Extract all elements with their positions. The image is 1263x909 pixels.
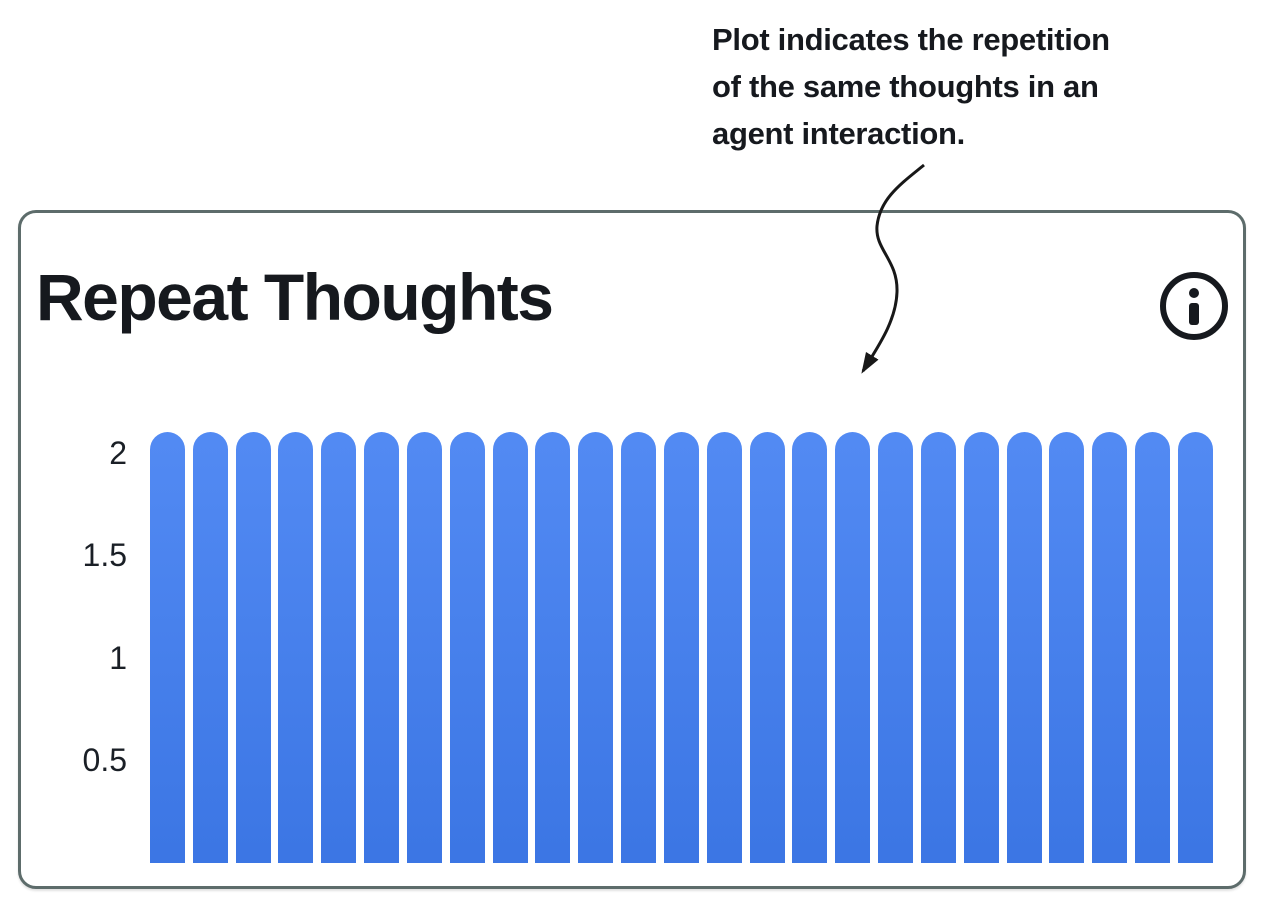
card-title: Repeat Thoughts [36,260,554,334]
bar[interactable] [663,432,699,863]
bar[interactable] [878,432,914,863]
annotation-line-2: of the same thoughts in an [712,69,1099,104]
repeat-thoughts-card: Repeat Thoughts 0.5 1 1.5 2 [18,210,1246,889]
bar[interactable] [706,432,742,863]
info-icon-stem [1189,303,1199,325]
annotation-line-1: Plot indicates the repetition [712,22,1110,57]
bar[interactable] [535,432,571,863]
bar[interactable] [920,432,956,863]
bars-container [150,432,1213,863]
bar[interactable] [835,432,871,863]
y-tick-label: 1.5 [82,537,127,574]
bar[interactable] [150,432,185,863]
bar[interactable] [1092,432,1128,863]
info-icon-dot [1189,288,1199,298]
bar[interactable] [792,432,828,863]
bar[interactable] [621,432,657,863]
bar[interactable] [1135,432,1171,863]
bar[interactable] [963,432,999,863]
bar[interactable] [578,432,614,863]
y-tick-label: 0.5 [82,742,127,779]
bar[interactable] [449,432,485,863]
bar[interactable] [364,432,400,863]
bar[interactable] [321,432,357,863]
bar[interactable] [235,432,271,863]
bar[interactable] [406,432,442,863]
bar[interactable] [1049,432,1085,863]
bar[interactable] [749,432,785,863]
y-axis-labels: 0.5 1 1.5 2 [21,432,127,863]
bar[interactable] [1006,432,1042,863]
y-tick-label: 1 [109,639,127,676]
annotation-line-3: agent interaction. [712,116,965,151]
chart-annotation: Plot indicates the repetition of the sam… [712,16,1192,157]
info-icon[interactable] [1160,272,1228,340]
bar[interactable] [1177,432,1213,863]
y-tick-label: 2 [109,434,127,471]
bar[interactable] [192,432,228,863]
bar[interactable] [278,432,314,863]
bar[interactable] [492,432,528,863]
